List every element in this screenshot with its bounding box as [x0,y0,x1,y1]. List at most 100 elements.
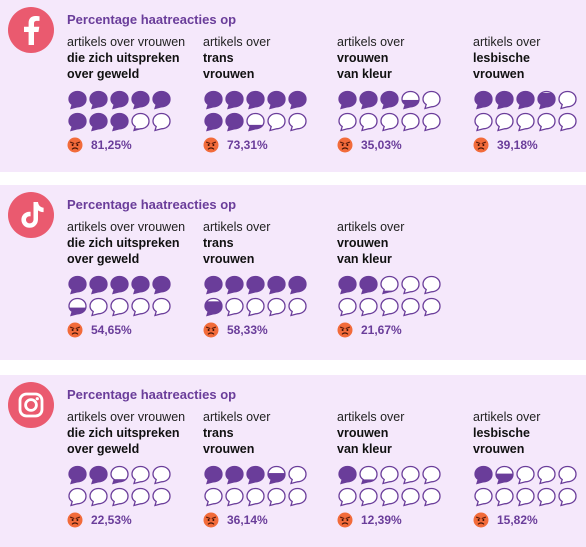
category-column: artikels over trans vrouwen 36,14% [203,410,333,528]
speech-bubble-icon [359,90,378,110]
category-label-line3: over geweld [67,442,140,456]
bubble-meter [473,465,586,507]
speech-bubble-icon [152,297,171,317]
category-label-line2: vrouwen [337,236,389,250]
panel-title: Percentage haatreacties op [67,387,237,402]
category-label-line1: artikels over [203,220,271,234]
speech-bubble-icon [495,112,514,132]
speech-bubble-icon [422,275,441,295]
speech-bubble-icon [338,112,357,132]
percentage-row: 81,25% [67,137,197,153]
category-column: artikels over vrouwen van kleur 21,67% [337,220,467,338]
speech-bubble-icon [516,465,535,485]
speech-bubble-icon [537,487,556,507]
speech-bubble-icon [131,112,150,132]
speech-bubble-icon [495,90,514,110]
speech-bubble-icon [537,112,556,132]
speech-bubble-icon [131,275,150,295]
category-label-line3: vrouwen [473,67,525,81]
angry-face-emoji [473,512,489,528]
speech-bubble-icon [246,112,265,132]
speech-bubble-icon [246,465,265,485]
speech-bubble-icon [401,297,420,317]
percentage-row: 35,03% [337,137,467,153]
category-label-line3: vrouwen [203,442,255,456]
speech-bubble-icon [401,112,420,132]
speech-bubble-icon [380,90,399,110]
speech-bubble-icon [110,90,129,110]
category-label-line1: artikels over vrouwen [67,35,186,49]
speech-bubble-icon [131,297,150,317]
speech-bubble-icon [516,90,535,110]
speech-bubble-icon [68,275,87,295]
bubble-meter [203,275,333,317]
speech-bubble-icon [288,297,307,317]
speech-bubble-icon [422,90,441,110]
category-label-line3: van kleur [337,67,392,81]
category-label-line2: die zich uitspreken [67,426,180,440]
percentage-value: 54,65% [91,323,132,337]
category-column: artikels over vrouwen die zich uitspreken… [67,35,197,153]
category-label-line1: artikels over [203,410,271,424]
speech-bubble-icon [225,90,244,110]
speech-bubble-icon [495,465,514,485]
speech-bubble-icon [225,297,244,317]
percentage-row: 58,33% [203,322,333,338]
speech-bubble-icon [401,275,420,295]
speech-bubble-icon [338,90,357,110]
category-label-line2: vrouwen [337,51,389,65]
speech-bubble-icon [338,275,357,295]
speech-bubble-icon [89,465,108,485]
speech-bubble-icon [422,112,441,132]
speech-bubble-icon [516,112,535,132]
speech-bubble-icon [89,297,108,317]
speech-bubble-icon [474,112,493,132]
speech-bubble-icon [558,112,577,132]
speech-bubble-icon [422,465,441,485]
category-label-line1: artikels over [337,410,405,424]
speech-bubble-icon [110,465,129,485]
percentage-row: 15,82% [473,512,586,528]
speech-bubble-icon [246,275,265,295]
speech-bubble-icon [110,275,129,295]
speech-bubble-icon [246,90,265,110]
instagram-icon [8,382,54,428]
category-column: artikels over vrouwen die zich uitspreken… [67,220,197,338]
facebook-icon [8,7,54,53]
speech-bubble-icon [246,487,265,507]
speech-bubble-icon [537,90,556,110]
speech-bubble-icon [204,112,223,132]
speech-bubble-icon [380,487,399,507]
speech-bubble-icon [558,465,577,485]
category-label-line2: trans [203,236,234,250]
bubble-meter [337,465,467,507]
angry-face-emoji [67,512,83,528]
angry-face-emoji [67,137,83,153]
speech-bubble-icon [380,112,399,132]
angry-face-emoji [67,322,83,338]
speech-bubble-icon [68,112,87,132]
percentage-row: 73,31% [203,137,333,153]
bubble-meter [67,90,197,132]
speech-bubble-icon [267,487,286,507]
category-label-line3: vrouwen [473,442,525,456]
speech-bubble-icon [474,465,493,485]
speech-bubble-icon [380,275,399,295]
category-label-line3: vrouwen [203,252,255,266]
category-label-line2: trans [203,51,234,65]
speech-bubble-icon [359,112,378,132]
speech-bubble-icon [359,297,378,317]
speech-bubble-icon [474,90,493,110]
speech-bubble-icon [359,465,378,485]
speech-bubble-icon [401,90,420,110]
speech-bubble-icon [288,112,307,132]
bubble-meter [67,465,197,507]
speech-bubble-icon [110,487,129,507]
category-column: artikels over trans vrouwen 73,31% [203,35,333,153]
angry-face-emoji [337,137,353,153]
platform-panel: Percentage haatreacties op artikels over … [0,0,586,172]
speech-bubble-icon [204,465,223,485]
speech-bubble-icon [152,487,171,507]
speech-bubble-icon [204,90,223,110]
category-label-line1: artikels over [473,410,541,424]
